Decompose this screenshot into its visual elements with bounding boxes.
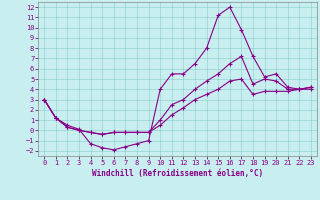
X-axis label: Windchill (Refroidissement éolien,°C): Windchill (Refroidissement éolien,°C) xyxy=(92,169,263,178)
